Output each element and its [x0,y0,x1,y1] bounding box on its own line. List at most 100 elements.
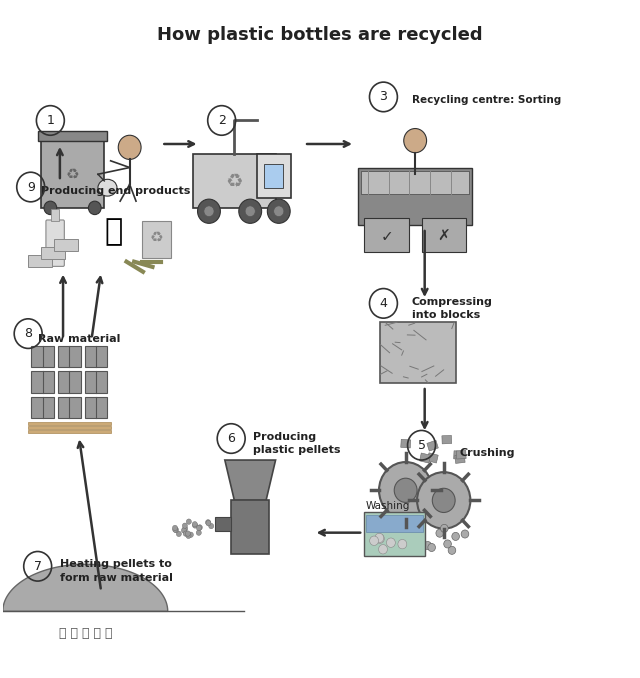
Text: ↆ ↆ ↆ ↆ ↆ: ↆ ↆ ↆ ↆ ↆ [58,627,112,640]
Circle shape [378,544,387,554]
FancyBboxPatch shape [84,346,108,367]
Circle shape [274,206,284,216]
Circle shape [206,521,211,526]
Circle shape [448,546,456,555]
Circle shape [186,519,191,524]
FancyBboxPatch shape [361,171,469,195]
Text: 7: 7 [34,560,42,573]
FancyBboxPatch shape [41,140,104,208]
Circle shape [268,199,290,223]
FancyBboxPatch shape [54,239,77,251]
Text: 6: 6 [227,432,235,445]
Circle shape [188,532,193,538]
Circle shape [397,529,405,537]
Circle shape [380,535,388,543]
Ellipse shape [98,179,117,196]
Text: Recycling centre: Sorting: Recycling centre: Sorting [412,96,561,105]
FancyBboxPatch shape [264,164,284,188]
FancyBboxPatch shape [28,430,111,433]
Polygon shape [455,454,465,463]
Circle shape [172,525,177,531]
Polygon shape [442,435,452,444]
Circle shape [181,527,186,533]
Text: ♻: ♻ [66,167,79,182]
Polygon shape [427,453,438,463]
Circle shape [177,531,181,536]
Polygon shape [427,440,438,451]
Circle shape [173,527,178,532]
Circle shape [209,523,214,529]
FancyBboxPatch shape [358,167,472,224]
Polygon shape [3,564,168,612]
FancyBboxPatch shape [193,154,276,208]
Circle shape [413,531,420,539]
Circle shape [186,531,190,536]
Circle shape [118,135,141,159]
Circle shape [204,206,214,216]
FancyBboxPatch shape [31,372,54,393]
Polygon shape [225,460,276,500]
Circle shape [376,534,385,543]
Circle shape [197,525,202,530]
Circle shape [375,534,384,542]
Polygon shape [456,450,466,459]
Circle shape [432,488,455,513]
Circle shape [182,523,188,528]
Circle shape [387,538,396,547]
Circle shape [88,201,101,215]
FancyBboxPatch shape [257,154,291,198]
Text: ✓: ✓ [380,229,393,244]
Text: 8: 8 [24,327,32,340]
Text: 9: 9 [27,180,35,193]
FancyBboxPatch shape [41,247,65,259]
Text: Raw material: Raw material [38,334,120,344]
FancyBboxPatch shape [422,218,466,252]
FancyBboxPatch shape [28,255,52,267]
FancyBboxPatch shape [31,346,54,367]
Text: 4: 4 [380,297,387,310]
FancyBboxPatch shape [58,372,81,393]
FancyBboxPatch shape [84,397,108,418]
Text: 3: 3 [380,90,387,104]
Circle shape [182,526,188,532]
Polygon shape [401,439,411,448]
Text: ♻: ♻ [150,231,163,245]
Text: ✗: ✗ [437,229,450,244]
FancyBboxPatch shape [380,322,456,382]
Circle shape [428,544,435,551]
FancyBboxPatch shape [366,515,423,532]
Text: How plastic bottles are recycled: How plastic bottles are recycled [157,26,483,44]
Circle shape [245,206,255,216]
FancyBboxPatch shape [215,517,231,531]
Text: 1: 1 [47,114,54,127]
Circle shape [370,536,378,546]
Circle shape [436,529,444,537]
Circle shape [440,524,448,532]
FancyBboxPatch shape [364,512,425,555]
Circle shape [44,201,57,215]
FancyBboxPatch shape [364,218,409,252]
Circle shape [198,199,220,223]
Circle shape [461,530,468,538]
Text: 👕: 👕 [105,217,123,246]
FancyBboxPatch shape [58,397,81,418]
Text: ♻: ♻ [225,172,243,191]
FancyBboxPatch shape [142,221,171,258]
Circle shape [424,542,431,550]
FancyBboxPatch shape [28,426,111,429]
Text: Washing: Washing [365,501,410,511]
Circle shape [205,519,211,525]
Circle shape [196,525,202,531]
Circle shape [398,540,407,549]
Polygon shape [420,453,431,463]
Text: Producing
plastic pellets: Producing plastic pellets [253,432,341,455]
Circle shape [186,533,191,538]
Circle shape [379,462,432,519]
Polygon shape [454,451,463,460]
Text: Producing end products: Producing end products [41,186,190,196]
Text: 5: 5 [417,439,426,452]
FancyBboxPatch shape [31,397,54,418]
Circle shape [404,129,427,153]
Text: Heating pellets to
form raw material: Heating pellets to form raw material [60,559,173,582]
Circle shape [196,530,202,536]
